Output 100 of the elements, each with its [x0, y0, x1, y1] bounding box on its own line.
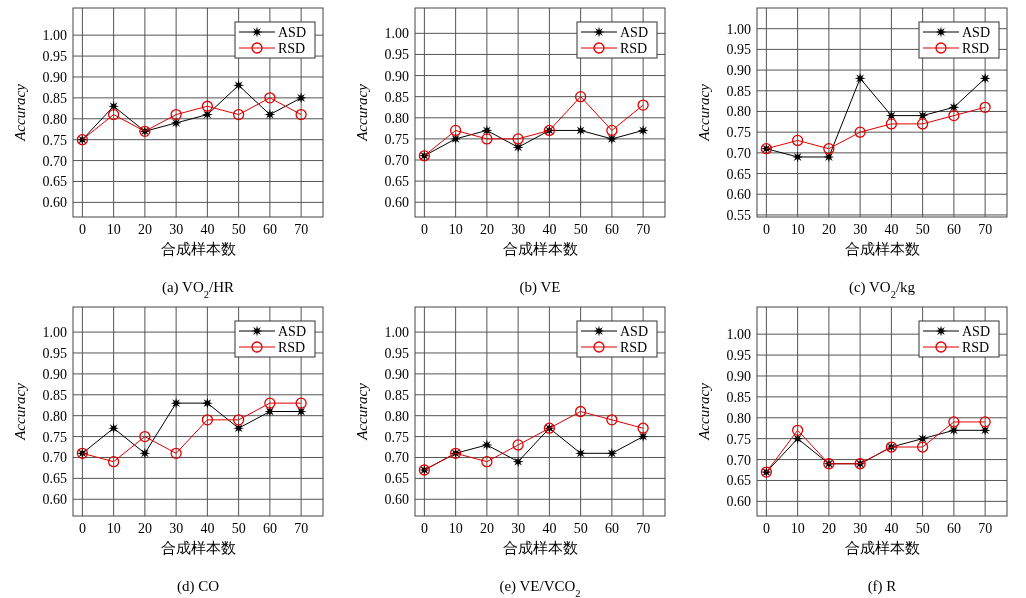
- x-tick-label: 70: [978, 222, 993, 237]
- point: [823, 143, 835, 155]
- point: [979, 416, 991, 428]
- y-tick-label: 0.75: [42, 429, 67, 445]
- y-tick-label: 0.90: [726, 368, 751, 384]
- legend-label: RSD: [620, 340, 648, 355]
- point: [201, 414, 214, 426]
- point: [264, 109, 276, 121]
- y-tick-label: 0.70: [384, 153, 409, 168]
- y-tick-label: 0.60: [384, 492, 409, 508]
- x-tick-label: 60: [604, 222, 619, 237]
- x-tick-label: 10: [790, 521, 805, 536]
- x-tick-label: 50: [915, 521, 930, 536]
- point: [637, 124, 649, 136]
- x-tick-label: 30: [853, 521, 868, 536]
- point: [916, 118, 929, 130]
- y-tick-label: 0.65: [384, 471, 409, 487]
- point: [264, 92, 276, 104]
- y-tick-label: 0.75: [726, 431, 751, 447]
- text: (f) R: [867, 578, 897, 595]
- x-tick-label: 20: [137, 222, 152, 237]
- x-tick-label: 50: [573, 521, 588, 536]
- point: [606, 414, 618, 426]
- y-tick-label: 0.90: [384, 68, 409, 84]
- x-tick-label: 10: [448, 222, 463, 237]
- point: [854, 72, 866, 84]
- point: [574, 91, 587, 103]
- text: (a) VO$_{2}$/HR: [161, 279, 235, 300]
- x-tick-label: 30: [853, 222, 868, 237]
- y-tick-label: 0.85: [384, 89, 409, 105]
- point: [917, 433, 929, 445]
- point: [606, 133, 618, 145]
- y-tick-label: 0.80: [726, 104, 751, 120]
- x-axis-title: 合成样本数: [160, 540, 236, 556]
- y-tick-label: 0.75: [384, 429, 409, 445]
- y-tick-label: 0.65: [42, 174, 67, 190]
- point: [170, 397, 182, 409]
- y-tick-label: 0.65: [726, 166, 751, 182]
- x-axis-title: 合成样本数: [502, 241, 578, 257]
- y-tick-label: 0.85: [42, 90, 67, 106]
- point: [264, 397, 276, 409]
- legend-label: RSD: [620, 41, 648, 56]
- x-tick-label: 0: [420, 521, 428, 536]
- y-tick-label: 0.95: [384, 47, 409, 63]
- text: (c) VO$_{2}$/kg: [848, 279, 916, 300]
- text: (e) VE/VCO$_{2}$: [499, 578, 581, 598]
- legend-label: ASD: [278, 25, 307, 40]
- text: (b) VE: [519, 279, 561, 296]
- point: [854, 126, 866, 138]
- point: [450, 133, 462, 145]
- x-tick-label: 0: [762, 521, 770, 536]
- x-tick-label: 70: [636, 521, 651, 536]
- point: [108, 422, 120, 434]
- point: [885, 110, 897, 122]
- point: [233, 79, 245, 91]
- y-tick-label: 0.70: [384, 450, 409, 466]
- y-tick-label: 0.75: [384, 131, 409, 147]
- x-tick-label: 40: [200, 521, 215, 536]
- y-axis-title: Accuracy: [696, 83, 712, 142]
- point: [201, 109, 213, 121]
- point: [481, 439, 493, 451]
- x-tick-label: 40: [200, 222, 215, 237]
- point: [170, 108, 182, 121]
- point: [637, 422, 649, 434]
- x-tick-label: 50: [231, 521, 246, 536]
- y-tick-label: 0.80: [42, 408, 67, 424]
- x-tick-label: 70: [636, 222, 651, 237]
- point: [232, 108, 245, 121]
- y-axis-title: Accuracy: [12, 83, 28, 142]
- y-tick-label: 0.70: [726, 452, 751, 468]
- x-tick-label: 0: [78, 222, 86, 237]
- x-tick-label: 0: [420, 222, 428, 237]
- y-tick-label: 0.65: [42, 471, 67, 487]
- y-tick-label: 0.65: [726, 473, 751, 489]
- y-tick-label: 0.90: [726, 63, 751, 79]
- point: [201, 397, 213, 409]
- y-tick-label: 0.90: [42, 69, 67, 85]
- point: [637, 431, 649, 443]
- point: [107, 456, 120, 468]
- point: [885, 118, 898, 130]
- y-tick-label: 1.00: [42, 325, 67, 341]
- y-tick-label: 0.60: [384, 195, 409, 211]
- point: [791, 134, 804, 147]
- y-tick-label: 0.70: [42, 153, 67, 169]
- point: [512, 141, 524, 153]
- point: [979, 424, 991, 436]
- y-tick-label: 0.70: [42, 450, 67, 466]
- x-tick-label: 10: [790, 222, 805, 237]
- y-tick-label: 0.80: [726, 410, 751, 426]
- x-tick-label: 40: [542, 521, 557, 536]
- point: [108, 100, 120, 112]
- y-tick-label: 0.60: [42, 195, 67, 211]
- y-tick-label: 1.00: [384, 26, 409, 42]
- x-axis-title: 合成样本数: [160, 241, 236, 257]
- y-tick-label: 0.85: [726, 83, 751, 99]
- y-tick-label: 0.95: [42, 49, 67, 65]
- point: [512, 439, 524, 451]
- x-tick-label: 10: [106, 521, 121, 536]
- y-tick-label: 0.80: [384, 408, 409, 424]
- point: [170, 447, 182, 459]
